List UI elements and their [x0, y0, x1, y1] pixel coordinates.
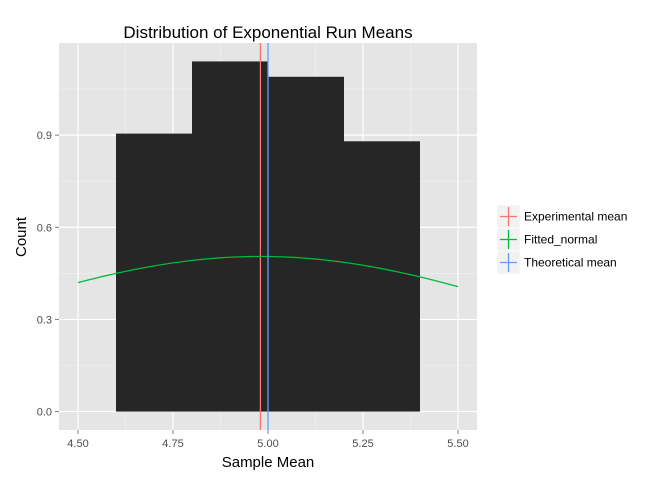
legend-label: Fitted_normal	[524, 233, 597, 247]
x-axis-title: Sample Mean	[222, 454, 315, 471]
y-tick-label: 0.3	[37, 314, 52, 326]
legend-label: Theoretical mean	[524, 256, 617, 270]
histogram-bar	[192, 61, 268, 412]
histogram-bar	[268, 76, 344, 412]
x-tick-label: 5.50	[447, 438, 468, 450]
x-tick-label: 5.25	[352, 438, 373, 450]
x-tick-label: 4.50	[67, 438, 88, 450]
y-tick-label: 0.9	[37, 130, 52, 142]
chart-title: Distribution of Exponential Run Means	[123, 23, 412, 42]
x-tick-label: 5.00	[257, 438, 278, 450]
histogram-bar	[344, 141, 420, 412]
legend-label: Experimental mean	[524, 210, 627, 224]
y-tick-label: 0.6	[37, 222, 52, 234]
histogram-bar	[116, 133, 192, 412]
legend: Experimental mean Fitted_normal Theoretica…	[496, 204, 627, 275]
legend-item: Theoretical mean	[496, 250, 617, 275]
plot-panel	[59, 43, 477, 430]
legend-item: Experimental mean	[496, 204, 627, 229]
x-tick-label: 4.75	[162, 438, 183, 450]
legend-item: Fitted_normal	[496, 227, 597, 252]
y-axis-title: Count	[13, 216, 30, 257]
y-tick-label: 0.0	[37, 407, 52, 419]
